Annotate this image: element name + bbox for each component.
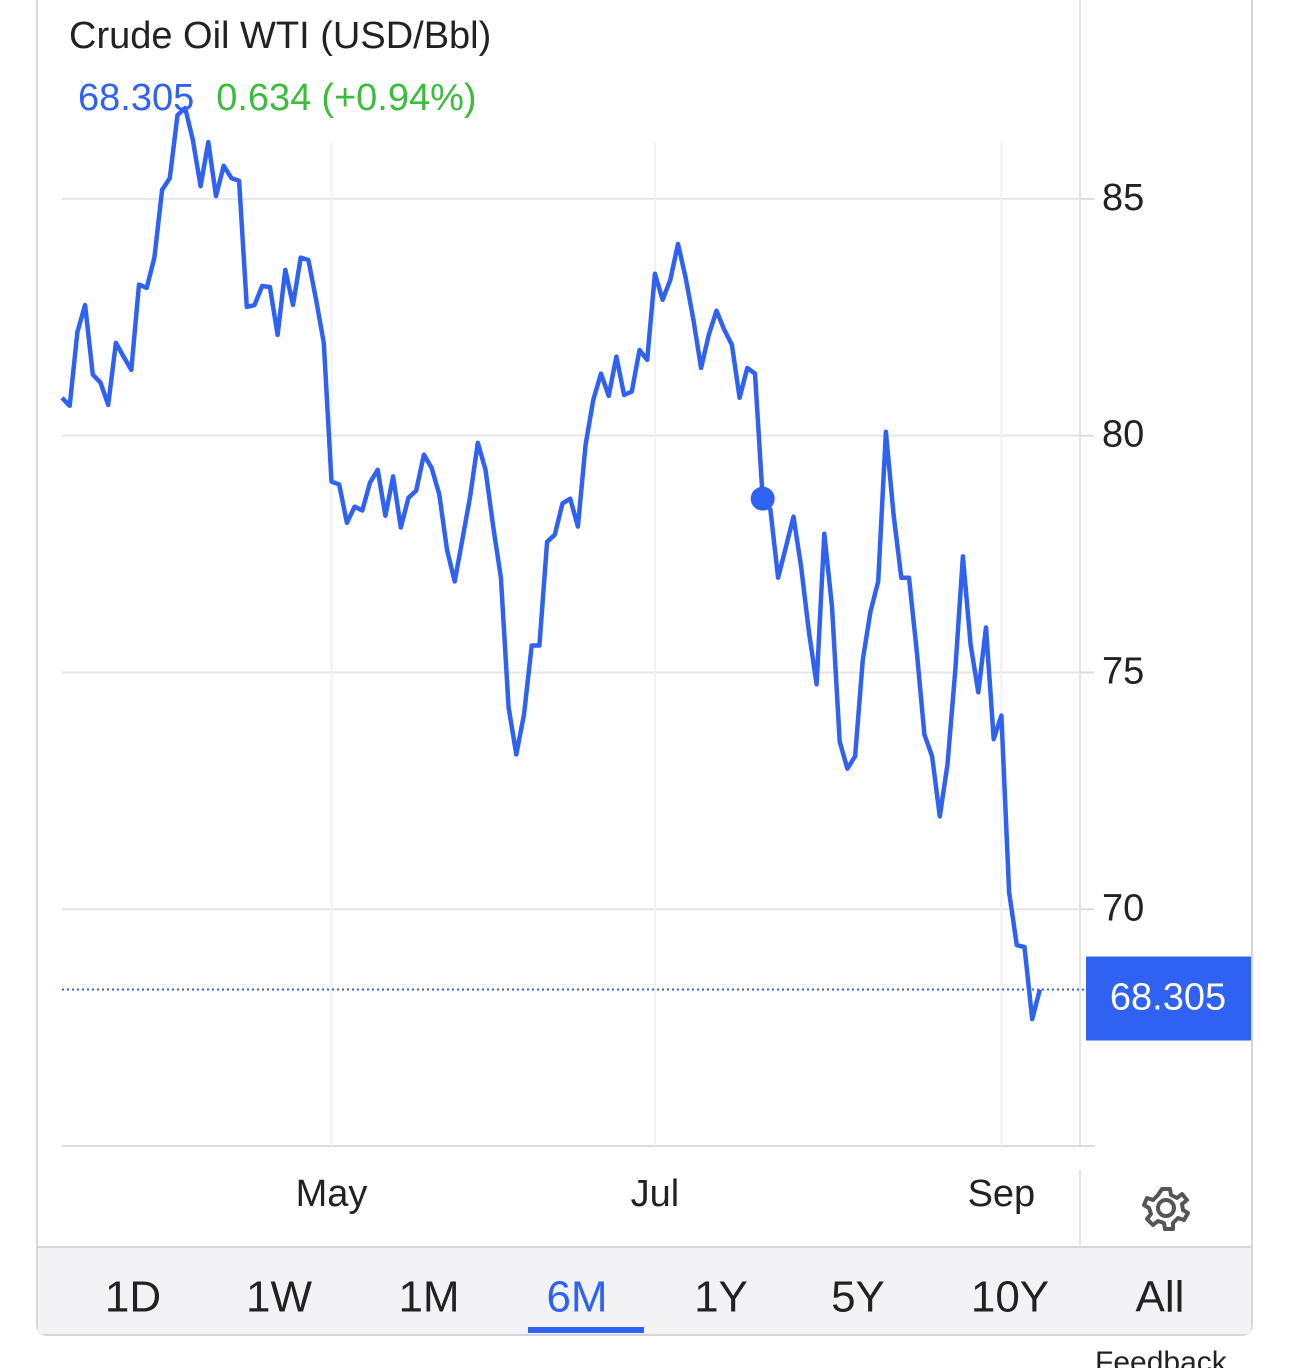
x-tick-label: Sep <box>968 1173 1036 1215</box>
last-price-box <box>1086 956 1251 1041</box>
change-percent: (+0.94%) <box>321 77 476 119</box>
y-tick-label: 80 <box>1102 414 1144 456</box>
range-button[interactable]: 1Y <box>694 1273 748 1322</box>
x-tick-label: Jul <box>631 1173 680 1215</box>
range-underline <box>528 1327 644 1333</box>
price: 68.305 <box>78 77 194 119</box>
range-button[interactable]: 10Y <box>971 1273 1049 1322</box>
hover-marker <box>750 486 775 511</box>
range-button[interactable]: 1D <box>105 1273 161 1322</box>
x-tick-label: May <box>296 1173 368 1215</box>
range-button[interactable]: 1M <box>398 1273 459 1322</box>
feedback-link[interactable]: Feedback <box>1095 1346 1228 1368</box>
y-tick-label: 70 <box>1102 887 1144 929</box>
range-bar <box>38 1247 1251 1334</box>
y-tick-label: 75 <box>1102 650 1144 692</box>
plot: 70 75 80 85 May Jul Sep 68.305 <box>60 105 1251 1215</box>
card <box>36 0 1253 1336</box>
range-button[interactable]: 6M <box>546 1273 607 1322</box>
y-tick-label: 85 <box>1102 177 1144 219</box>
quote: 68.305 0.634 (+0.94%) <box>78 77 477 119</box>
chart-title: Crude Oil WTI (USD/Bbl) <box>69 15 491 57</box>
range-button[interactable]: 5Y <box>831 1273 885 1322</box>
settings-icon[interactable] <box>1142 1187 1190 1231</box>
change: 0.634 <box>216 77 311 119</box>
range-button[interactable]: 1W <box>246 1273 312 1322</box>
range-button[interactable]: All <box>1136 1273 1185 1322</box>
last-price-label: 68.305 <box>1110 977 1226 1019</box>
price-line <box>60 105 1043 1022</box>
